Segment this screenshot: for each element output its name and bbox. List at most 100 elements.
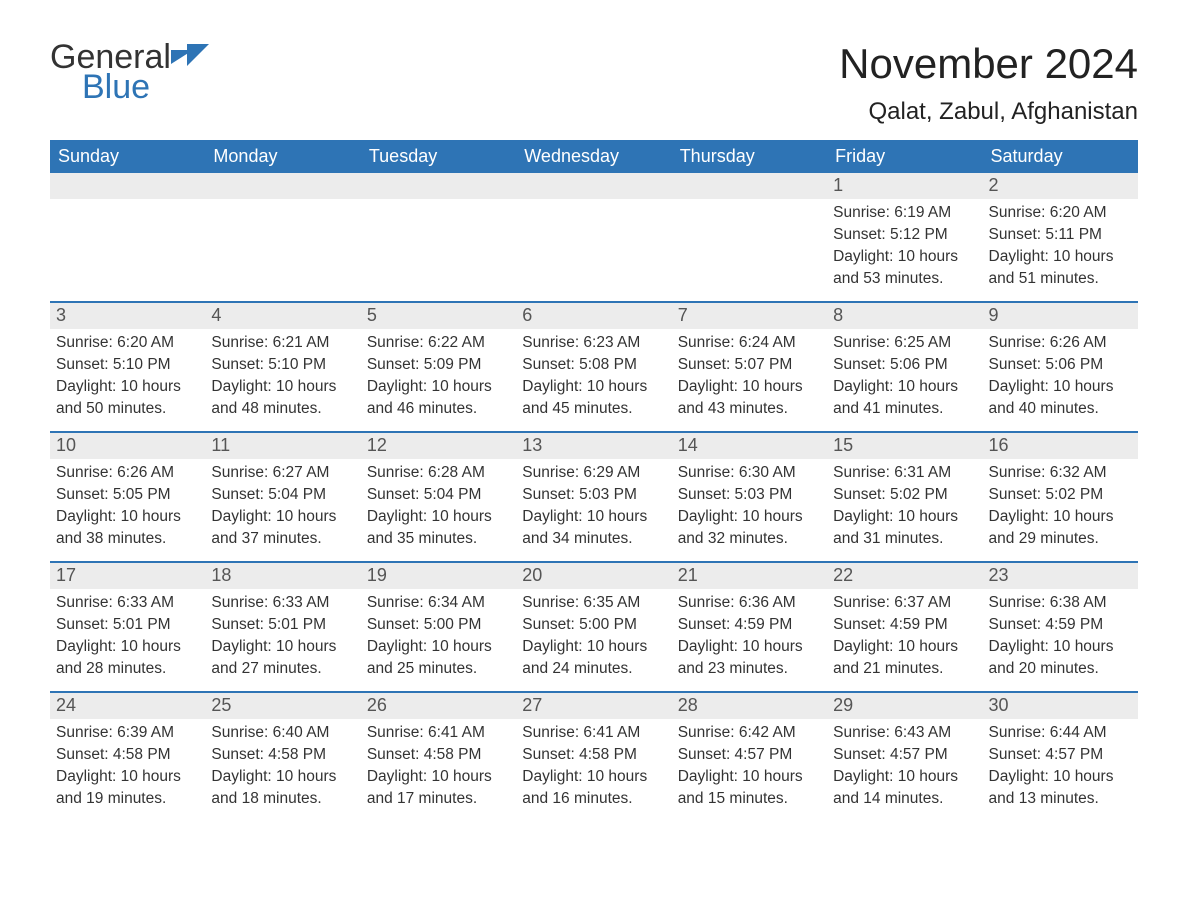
day-daylight1: Daylight: 10 hours <box>989 377 1132 398</box>
week-row: 1Sunrise: 6:19 AMSunset: 5:12 PMDaylight… <box>50 173 1138 301</box>
day-sunrise: Sunrise: 6:19 AM <box>833 203 976 224</box>
day-sunrise: Sunrise: 6:24 AM <box>678 333 821 354</box>
day-number: 6 <box>516 303 671 328</box>
day-number-row: 12 <box>361 433 516 459</box>
day-sunset: Sunset: 4:57 PM <box>833 745 976 766</box>
day-daylight1: Daylight: 10 hours <box>678 377 821 398</box>
day-sunset: Sunset: 5:00 PM <box>367 615 510 636</box>
day-cell <box>516 173 671 301</box>
day-sunset: Sunset: 5:03 PM <box>678 485 821 506</box>
day-daylight2: and 48 minutes. <box>211 399 354 420</box>
day-daylight1: Daylight: 10 hours <box>56 767 199 788</box>
day-daylight1: Daylight: 10 hours <box>678 507 821 528</box>
day-number: 30 <box>983 693 1138 718</box>
day-sunrise: Sunrise: 6:32 AM <box>989 463 1132 484</box>
day-daylight2: and 13 minutes. <box>989 789 1132 810</box>
day-content: Sunrise: 6:27 AMSunset: 5:04 PMDaylight:… <box>205 459 360 561</box>
day-content: Sunrise: 6:20 AMSunset: 5:10 PMDaylight:… <box>50 329 205 431</box>
day-cell: 17Sunrise: 6:33 AMSunset: 5:01 PMDayligh… <box>50 563 205 691</box>
day-cell: 10Sunrise: 6:26 AMSunset: 5:05 PMDayligh… <box>50 433 205 561</box>
day-daylight1: Daylight: 10 hours <box>678 767 821 788</box>
day-daylight1: Daylight: 10 hours <box>522 507 665 528</box>
day-daylight1: Daylight: 10 hours <box>367 377 510 398</box>
day-cell: 5Sunrise: 6:22 AMSunset: 5:09 PMDaylight… <box>361 303 516 431</box>
day-content: Sunrise: 6:44 AMSunset: 4:57 PMDaylight:… <box>983 719 1138 821</box>
day-daylight2: and 38 minutes. <box>56 529 199 550</box>
day-daylight1: Daylight: 10 hours <box>522 637 665 658</box>
day-cell: 14 Sunrise: 6:30 AMSunset: 5:03 PMDayligh… <box>672 433 827 561</box>
weekday-header: Tuesday <box>361 140 516 173</box>
day-number-row: 15 <box>827 433 982 459</box>
day-content: Sunrise: 6:39 AMSunset: 4:58 PMDaylight:… <box>50 719 205 821</box>
day-number: 23 <box>983 563 1138 588</box>
day-number: 3 <box>50 303 205 328</box>
day-number-row: 30 <box>983 693 1138 719</box>
day-daylight1: Daylight: 10 hours <box>522 767 665 788</box>
day-daylight2: and 46 minutes. <box>367 399 510 420</box>
day-daylight2: and 17 minutes. <box>367 789 510 810</box>
day-cell: 22Sunrise: 6:37 AMSunset: 4:59 PMDayligh… <box>827 563 982 691</box>
month-title: November 2024 <box>839 40 1138 88</box>
day-cell: 20Sunrise: 6:35 AMSunset: 5:00 PMDayligh… <box>516 563 671 691</box>
day-daylight2: and 14 minutes. <box>833 789 976 810</box>
title-block: November 2024 Qalat, Zabul, Afghanistan <box>839 40 1138 126</box>
day-number-row <box>361 173 516 199</box>
day-content: Sunrise: 6:29 AMSunset: 5:03 PMDaylight:… <box>516 459 671 561</box>
day-number: 27 <box>516 693 671 718</box>
day-content: Sunrise: 6:41 AMSunset: 4:58 PMDaylight:… <box>516 719 671 821</box>
day-sunset: Sunset: 5:11 PM <box>989 225 1132 246</box>
day-sunset: Sunset: 5:01 PM <box>211 615 354 636</box>
day-sunset: Sunset: 4:57 PM <box>678 745 821 766</box>
day-sunrise: Sunrise: 6:28 AM <box>367 463 510 484</box>
day-number-row: 14 <box>672 433 827 459</box>
day-number: 17 <box>50 563 205 588</box>
weekday-header: Wednesday <box>516 140 671 173</box>
day-daylight1: Daylight: 10 hours <box>833 247 976 268</box>
day-cell: 11Sunrise: 6:27 AMSunset: 5:04 PMDayligh… <box>205 433 360 561</box>
day-sunset: Sunset: 5:07 PM <box>678 355 821 376</box>
day-sunrise: Sunrise: 6:43 AM <box>833 723 976 744</box>
day-daylight2: and 32 minutes. <box>678 529 821 550</box>
day-sunrise: Sunrise: 6:39 AM <box>56 723 199 744</box>
day-number: 4 <box>205 303 360 328</box>
day-cell <box>361 173 516 301</box>
day-sunrise: Sunrise: 6:36 AM <box>678 593 821 614</box>
day-content: Sunrise: 6:41 AMSunset: 4:58 PMDaylight:… <box>361 719 516 821</box>
day-daylight2: and 23 minutes. <box>678 659 821 680</box>
day-sunset: Sunset: 4:59 PM <box>989 615 1132 636</box>
day-number: 16 <box>983 433 1138 458</box>
day-sunrise: Sunrise: 6:29 AM <box>522 463 665 484</box>
day-sunset: Sunset: 5:10 PM <box>56 355 199 376</box>
day-daylight2: and 19 minutes. <box>56 789 199 810</box>
day-sunrise: Sunrise: 6:26 AM <box>989 333 1132 354</box>
day-daylight2: and 31 minutes. <box>833 529 976 550</box>
day-daylight1: Daylight: 10 hours <box>833 637 976 658</box>
day-number: 8 <box>827 303 982 328</box>
calendar: Sunday Monday Tuesday Wednesday Thursday… <box>50 140 1138 821</box>
day-sunrise: Sunrise: 6:34 AM <box>367 593 510 614</box>
day-number-row: 7 <box>672 303 827 329</box>
day-number-row: 10 <box>50 433 205 459</box>
day-sunset: Sunset: 4:57 PM <box>989 745 1132 766</box>
day-daylight2: and 20 minutes. <box>989 659 1132 680</box>
day-cell: 8Sunrise: 6:25 AMSunset: 5:06 PMDaylight… <box>827 303 982 431</box>
day-sunrise: Sunrise: 6:30 AM <box>678 463 821 484</box>
day-number-row: 28 <box>672 693 827 719</box>
day-number-row: 3 <box>50 303 205 329</box>
day-sunset: Sunset: 4:58 PM <box>211 745 354 766</box>
day-cell: 3Sunrise: 6:20 AMSunset: 5:10 PMDaylight… <box>50 303 205 431</box>
day-daylight2: and 28 minutes. <box>56 659 199 680</box>
day-daylight1: Daylight: 10 hours <box>678 637 821 658</box>
day-cell: 23Sunrise: 6:38 AMSunset: 4:59 PMDayligh… <box>983 563 1138 691</box>
day-daylight2: and 45 minutes. <box>522 399 665 420</box>
day-daylight2: and 35 minutes. <box>367 529 510 550</box>
day-daylight2: and 25 minutes. <box>367 659 510 680</box>
day-number: 28 <box>672 693 827 718</box>
day-number <box>50 173 205 177</box>
day-cell: 26Sunrise: 6:41 AMSunset: 4:58 PMDayligh… <box>361 693 516 821</box>
day-content: Sunrise: 6:25 AMSunset: 5:06 PMDaylight:… <box>827 329 982 431</box>
day-daylight2: and 21 minutes. <box>833 659 976 680</box>
day-sunrise: Sunrise: 6:22 AM <box>367 333 510 354</box>
day-number-row: 23 <box>983 563 1138 589</box>
day-number: 25 <box>205 693 360 718</box>
